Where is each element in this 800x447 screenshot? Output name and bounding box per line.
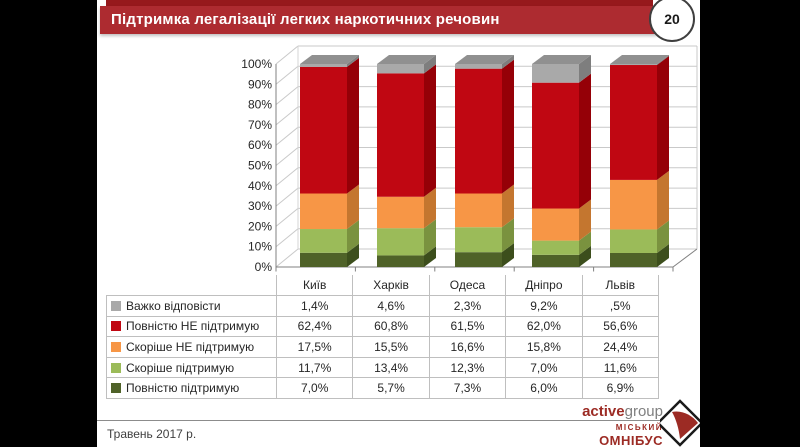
- legend-label: Важко відповісти: [126, 298, 221, 313]
- svg-text:60%: 60%: [248, 138, 272, 152]
- activegroup-logo-active: active: [582, 403, 625, 420]
- legend-row-fully-support: Повністю підтримую: [106, 378, 277, 399]
- legend-swatch-darkgreen-icon: [111, 383, 121, 394]
- legend-label: Повністю НЕ підтримую: [126, 319, 260, 334]
- presentation-slide: Підтримка легалізації легких наркотичних…: [97, 0, 700, 447]
- slide-date: Травень 2017 р.: [107, 427, 197, 441]
- table-cell: 5,7%: [353, 378, 430, 399]
- table-cell: ,5%: [582, 296, 659, 317]
- top-accent-strip: [106, 0, 653, 6]
- table-cell: 12,3%: [429, 357, 507, 379]
- page-number-badge: 20: [649, 0, 695, 42]
- table-cell: 62,4%: [277, 316, 354, 338]
- legend-swatch-red-icon: [111, 321, 121, 332]
- column-header-kyiv: Київ: [277, 275, 354, 296]
- table-cell: 4,6%: [353, 296, 430, 317]
- table-cell: 7,3%: [429, 378, 507, 399]
- legend-swatch-lightgreen-icon: [111, 362, 121, 373]
- table-cell: 15,8%: [506, 337, 583, 358]
- activegroup-logo: activegroup: [582, 403, 663, 420]
- svg-text:70%: 70%: [248, 118, 272, 132]
- legend-swatch-orange-icon: [111, 341, 121, 352]
- footer-divider: [97, 420, 700, 421]
- chart-data-table: Київ Харків Одеса Дніпро Львів Важко від…: [106, 275, 659, 399]
- table-cell: 11,6%: [582, 357, 659, 379]
- svg-text:80%: 80%: [248, 98, 272, 112]
- legend-row-rather-oppose: Скоріше НЕ підтримую: [106, 337, 277, 358]
- activegroup-logo-group: group: [624, 403, 663, 420]
- miskyi-label: МІСЬКИЙ: [615, 423, 663, 432]
- svg-text:30%: 30%: [248, 199, 272, 213]
- table-cell: 2,3%: [429, 296, 507, 317]
- table-cell: 60,8%: [353, 316, 430, 338]
- svg-text:40%: 40%: [248, 179, 272, 193]
- table-cell: 62,0%: [506, 316, 583, 338]
- legend-label: Скоріше підтримую: [126, 360, 235, 375]
- legend-row-hard-to-answer: Важко відповісти: [106, 296, 277, 317]
- svg-text:90%: 90%: [248, 77, 272, 91]
- svg-text:20%: 20%: [248, 219, 272, 233]
- omnibus-label: ОМНІБУС: [599, 433, 663, 447]
- legend-row-rather-support: Скоріше підтримую: [106, 357, 277, 379]
- table-cell: 56,6%: [582, 316, 659, 338]
- legend-label: Повністю підтримую: [126, 381, 240, 396]
- legend-label: Скоріше НЕ підтримую: [126, 339, 255, 354]
- legend-row-fully-oppose: Повністю НЕ підтримую: [106, 316, 277, 338]
- stacked-bar-chart: 0% 10% 20% 30% 40% 50% 60% 70% 80% 90% 100%: [241, 45, 698, 274]
- svg-text:100%: 100%: [241, 57, 272, 71]
- legend-swatch-gray-icon: [111, 300, 121, 311]
- table-cell: 13,4%: [353, 357, 430, 379]
- column-header-kharkiv: Харків: [353, 275, 430, 296]
- table-cell: 6,0%: [506, 378, 583, 399]
- page-title: Підтримка легалізації легких наркотичних…: [111, 11, 500, 28]
- title-banner: Підтримка легалізації легких наркотичних…: [100, 6, 657, 34]
- column-header-dnipro: Дніпро: [506, 275, 583, 296]
- table-cell: 7,0%: [506, 357, 583, 379]
- table-cell: 15,5%: [353, 337, 430, 358]
- column-header-odesa: Одеса: [429, 275, 507, 296]
- table-cell: 7,0%: [277, 378, 354, 399]
- table-cell: 24,4%: [582, 337, 659, 358]
- table-cell: 9,2%: [506, 296, 583, 317]
- svg-text:10%: 10%: [248, 240, 272, 254]
- table-cell: 61,5%: [429, 316, 507, 338]
- svg-text:0%: 0%: [255, 260, 273, 274]
- table-cell: 16,6%: [429, 337, 507, 358]
- miskyi-omnibus-logo: МІСЬКИЙ ОМНІБУС: [599, 424, 663, 447]
- table-cell: 11,7%: [277, 357, 354, 379]
- svg-text:50%: 50%: [248, 159, 272, 173]
- omnibus-diamond-icon: [660, 399, 700, 447]
- table-cell: 6,9%: [582, 378, 659, 399]
- table-corner-cell: [106, 275, 277, 296]
- table-cell: 17,5%: [277, 337, 354, 358]
- column-header-lviv: Львів: [582, 275, 659, 296]
- page-number: 20: [664, 11, 680, 27]
- table-cell: 1,4%: [277, 296, 354, 317]
